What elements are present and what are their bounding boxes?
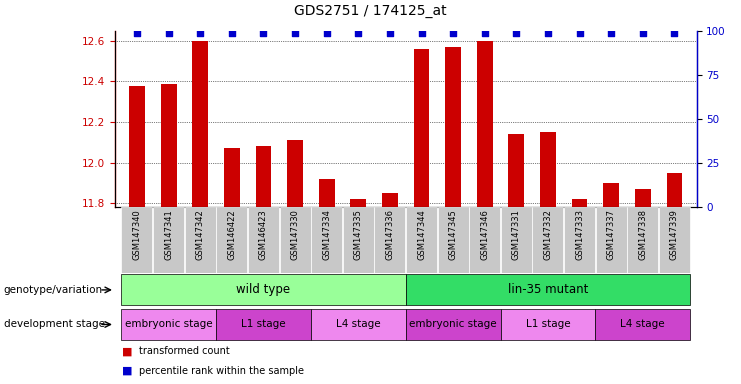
Text: GSM147330: GSM147330 [290,209,299,260]
Point [258,30,270,36]
Point [194,30,206,36]
FancyBboxPatch shape [596,207,627,273]
Text: lin-35 mutant: lin-35 mutant [508,283,588,296]
Text: transformed count: transformed count [139,346,229,356]
Bar [288,141,303,207]
FancyBboxPatch shape [564,207,595,273]
Bar [224,149,240,207]
FancyBboxPatch shape [279,207,310,273]
FancyBboxPatch shape [438,207,468,273]
Text: wild type: wild type [236,283,290,296]
FancyBboxPatch shape [122,207,153,273]
Bar [666,173,682,207]
Text: GSM147338: GSM147338 [638,209,648,260]
Bar [319,179,335,207]
Text: embryonic stage: embryonic stage [409,319,497,329]
Text: GSM146423: GSM146423 [259,209,268,260]
FancyBboxPatch shape [500,309,595,340]
Bar [508,134,524,207]
Text: GSM147336: GSM147336 [385,209,394,260]
Bar [476,41,493,207]
Bar [413,49,429,207]
Point [511,30,522,36]
FancyBboxPatch shape [311,207,342,273]
Point [637,30,648,36]
FancyBboxPatch shape [216,309,311,340]
Bar [382,193,398,207]
Bar [129,86,145,207]
Bar [635,189,651,207]
FancyBboxPatch shape [374,207,405,273]
Text: GSM147340: GSM147340 [133,209,142,260]
Text: embryonic stage: embryonic stage [124,319,213,329]
Point [574,30,585,36]
Point [542,30,554,36]
FancyBboxPatch shape [406,274,690,306]
Point [384,30,396,36]
FancyBboxPatch shape [533,207,563,273]
FancyBboxPatch shape [406,207,437,273]
Bar [193,41,208,207]
Text: GSM147334: GSM147334 [322,209,331,260]
Text: ■: ■ [122,346,133,356]
Text: L4 stage: L4 stage [336,319,381,329]
Text: GSM147346: GSM147346 [480,209,489,260]
Text: GSM147332: GSM147332 [543,209,553,260]
Bar [161,83,176,207]
Bar [256,146,271,207]
Text: genotype/variation: genotype/variation [4,285,103,295]
Text: ■: ■ [122,366,133,376]
Point [668,30,680,36]
FancyBboxPatch shape [311,309,406,340]
Bar [350,199,366,207]
FancyBboxPatch shape [153,207,184,273]
FancyBboxPatch shape [628,207,658,273]
FancyBboxPatch shape [216,207,247,273]
Text: L1 stage: L1 stage [241,319,286,329]
Text: GSM147341: GSM147341 [164,209,173,260]
Text: percentile rank within the sample: percentile rank within the sample [139,366,304,376]
Point [321,30,333,36]
FancyBboxPatch shape [248,207,279,273]
Point [163,30,175,36]
Text: GSM147335: GSM147335 [353,209,363,260]
Text: GSM147345: GSM147345 [448,209,458,260]
Point [416,30,428,36]
Text: GSM147342: GSM147342 [196,209,205,260]
Text: GSM147333: GSM147333 [575,209,584,260]
Text: GSM147331: GSM147331 [512,209,521,260]
Point [131,30,143,36]
FancyBboxPatch shape [501,207,532,273]
Point [447,30,459,36]
FancyBboxPatch shape [659,207,690,273]
FancyBboxPatch shape [343,207,373,273]
Text: L4 stage: L4 stage [620,319,665,329]
Point [289,30,301,36]
Text: GSM147344: GSM147344 [417,209,426,260]
Text: L1 stage: L1 stage [525,319,571,329]
FancyBboxPatch shape [122,309,216,340]
Text: GDS2751 / 174125_at: GDS2751 / 174125_at [294,4,447,18]
FancyBboxPatch shape [406,309,500,340]
Text: GSM147339: GSM147339 [670,209,679,260]
FancyBboxPatch shape [469,207,500,273]
FancyBboxPatch shape [122,274,406,306]
Point [226,30,238,36]
Point [479,30,491,36]
FancyBboxPatch shape [185,207,216,273]
Text: GSM146422: GSM146422 [227,209,236,260]
Bar [571,199,588,207]
Bar [540,132,556,207]
FancyBboxPatch shape [595,309,690,340]
Text: GSM147337: GSM147337 [607,209,616,260]
Bar [445,47,461,207]
Point [605,30,617,36]
Bar [603,183,619,207]
Point [353,30,365,36]
Text: development stage: development stage [4,319,104,329]
